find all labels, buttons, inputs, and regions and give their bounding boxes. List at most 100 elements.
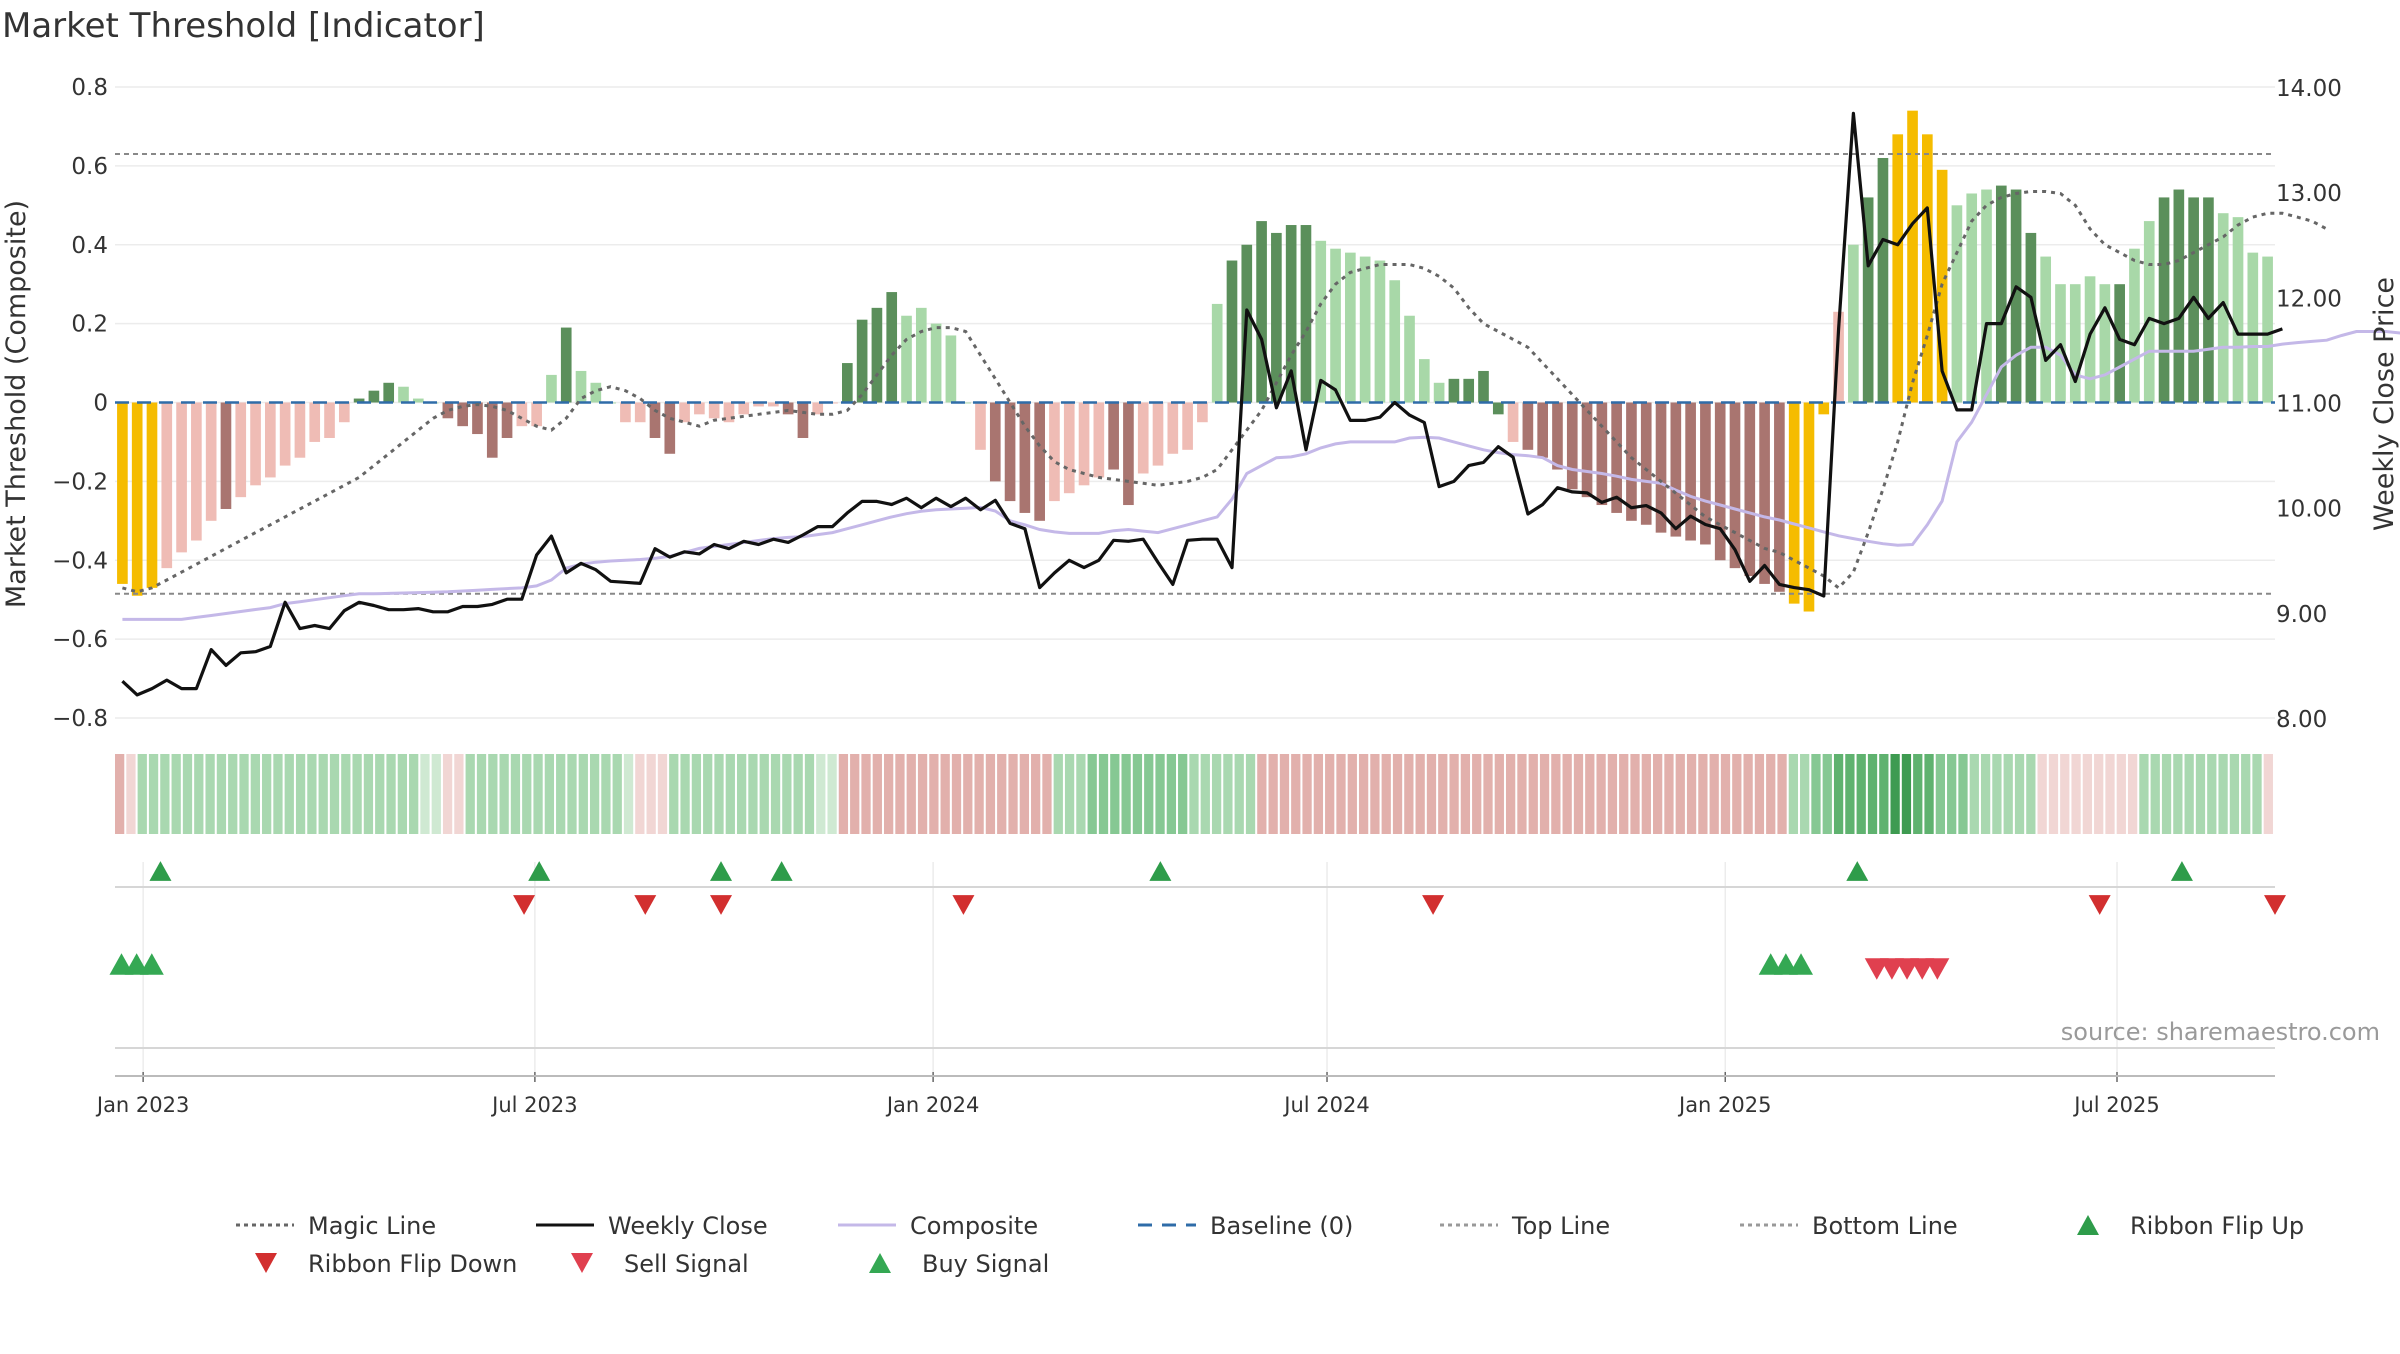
sell-signal-marker [1864, 958, 1889, 980]
composite-bar [708, 402, 720, 419]
composite-bar [738, 402, 750, 415]
ribbon-flip-down-marker [2264, 895, 2286, 915]
ribbon-cell [1178, 754, 1188, 834]
composite-bar [649, 402, 661, 438]
ribbon-cell [1200, 754, 1210, 834]
ribbon-cell [442, 754, 453, 834]
composite-bar [1034, 402, 1045, 521]
composite-bar [1581, 402, 1593, 498]
composite-bar [1389, 280, 1401, 403]
ribbon-cell [1449, 754, 1459, 834]
ribbon-cell [567, 754, 577, 834]
composite-bar [1522, 402, 1534, 450]
composite-line [122, 330, 2400, 621]
ribbon-cell [1031, 754, 1041, 834]
ribbon-cell [1822, 754, 1832, 834]
buy-signal-marker [1773, 953, 1798, 975]
composite-bar [486, 402, 498, 458]
reference-lines [115, 153, 2275, 595]
ribbon-cell [578, 754, 588, 834]
composite-bar [812, 402, 824, 415]
ribbon-cell [1585, 754, 1595, 834]
composite-bar [1922, 134, 1933, 403]
composite-bar [516, 402, 528, 427]
ribbon-cell [499, 754, 509, 834]
ribbon-cell [895, 754, 905, 834]
right-tick-label: 14.00 [2276, 76, 2342, 102]
ribbon-cell [1302, 754, 1312, 834]
left-tick-label: 0.6 [71, 154, 108, 180]
composite-bar [250, 402, 261, 486]
y-axis-title-left: Market Threshold (Composite) [1, 200, 32, 608]
composite-bar [2247, 252, 2259, 403]
ribbon-cell [1980, 754, 1991, 834]
legend-label: Sell Signal [624, 1250, 749, 1278]
composite-bar [1315, 240, 1327, 403]
source-label: source: sharemaestro.com [2061, 1018, 2380, 1046]
composite-bar [1300, 225, 1312, 403]
composite-bar [664, 402, 676, 454]
composite-bar [1004, 402, 1016, 502]
composite-bar [1063, 402, 1075, 494]
composite-bar [1714, 402, 1726, 561]
ribbon-cell [409, 754, 419, 834]
composite-bar [989, 402, 1001, 482]
ribbon-cell [228, 754, 238, 834]
ribbon-cell [1766, 754, 1776, 834]
ribbon-cell [782, 754, 792, 834]
composite-bar [797, 402, 809, 438]
ribbon-cell [1291, 754, 1301, 834]
series-lines [121, 111, 2400, 697]
legend-label: Composite [910, 1212, 1038, 1240]
composite-bar [960, 402, 972, 404]
ribbon-cell [1132, 754, 1143, 834]
ribbon-cell [1947, 754, 1957, 834]
composite-bar [279, 402, 291, 466]
ribbon-cell [1370, 754, 1380, 834]
ribbon-cell [329, 754, 340, 834]
buy-signal-marker [124, 953, 149, 975]
composite-bar [1019, 402, 1031, 513]
ribbon-cell [1562, 754, 1572, 834]
ribbon-cell [1336, 754, 1346, 834]
ribbon-cell [1144, 754, 1154, 834]
composite-bar [324, 402, 335, 438]
ribbon-cell [1732, 754, 1742, 834]
ribbon-cell [318, 754, 328, 834]
ribbon-flip-up-marker [528, 861, 551, 881]
ribbon-cell [736, 754, 747, 834]
ribbon-cell [884, 754, 894, 834]
ribbon-cell [985, 754, 996, 834]
ribbon-cell [295, 754, 306, 834]
ribbon-cell [1698, 754, 1708, 834]
ribbon-cell [2060, 754, 2070, 834]
ribbon-cell [1788, 754, 1798, 834]
ribbon-cell [872, 754, 882, 834]
ribbon-cell [465, 754, 475, 834]
composite-bar [531, 402, 542, 427]
composite-bar [1640, 402, 1652, 525]
ribbon-cell [1709, 754, 1719, 834]
composite-bar [1418, 359, 1430, 403]
legend-label: Buy Signal [922, 1250, 1049, 1278]
right-tick-label: 11.00 [2276, 392, 2342, 418]
composite-bar [457, 402, 468, 427]
composite-bar [1685, 402, 1696, 541]
composite-bar [412, 398, 424, 403]
ribbon-cell [1155, 754, 1165, 834]
composite-bar [1729, 402, 1741, 569]
left-tick-label: 0.2 [71, 312, 108, 338]
ribbon-cell [1924, 754, 1934, 834]
ribbon-cell [1992, 754, 2002, 834]
composite-bar [1611, 402, 1622, 513]
ribbon-cell [2116, 754, 2126, 834]
composite-bar [1877, 157, 1889, 403]
ribbon-flip-down-marker [710, 895, 733, 915]
buy-signal-marker [1758, 953, 1783, 975]
ribbon-cell [1664, 754, 1674, 834]
ribbon-cell [1415, 754, 1425, 834]
composite-bar [2040, 256, 2052, 403]
ribbon-cell [657, 754, 668, 834]
ribbon-cell [148, 754, 159, 834]
